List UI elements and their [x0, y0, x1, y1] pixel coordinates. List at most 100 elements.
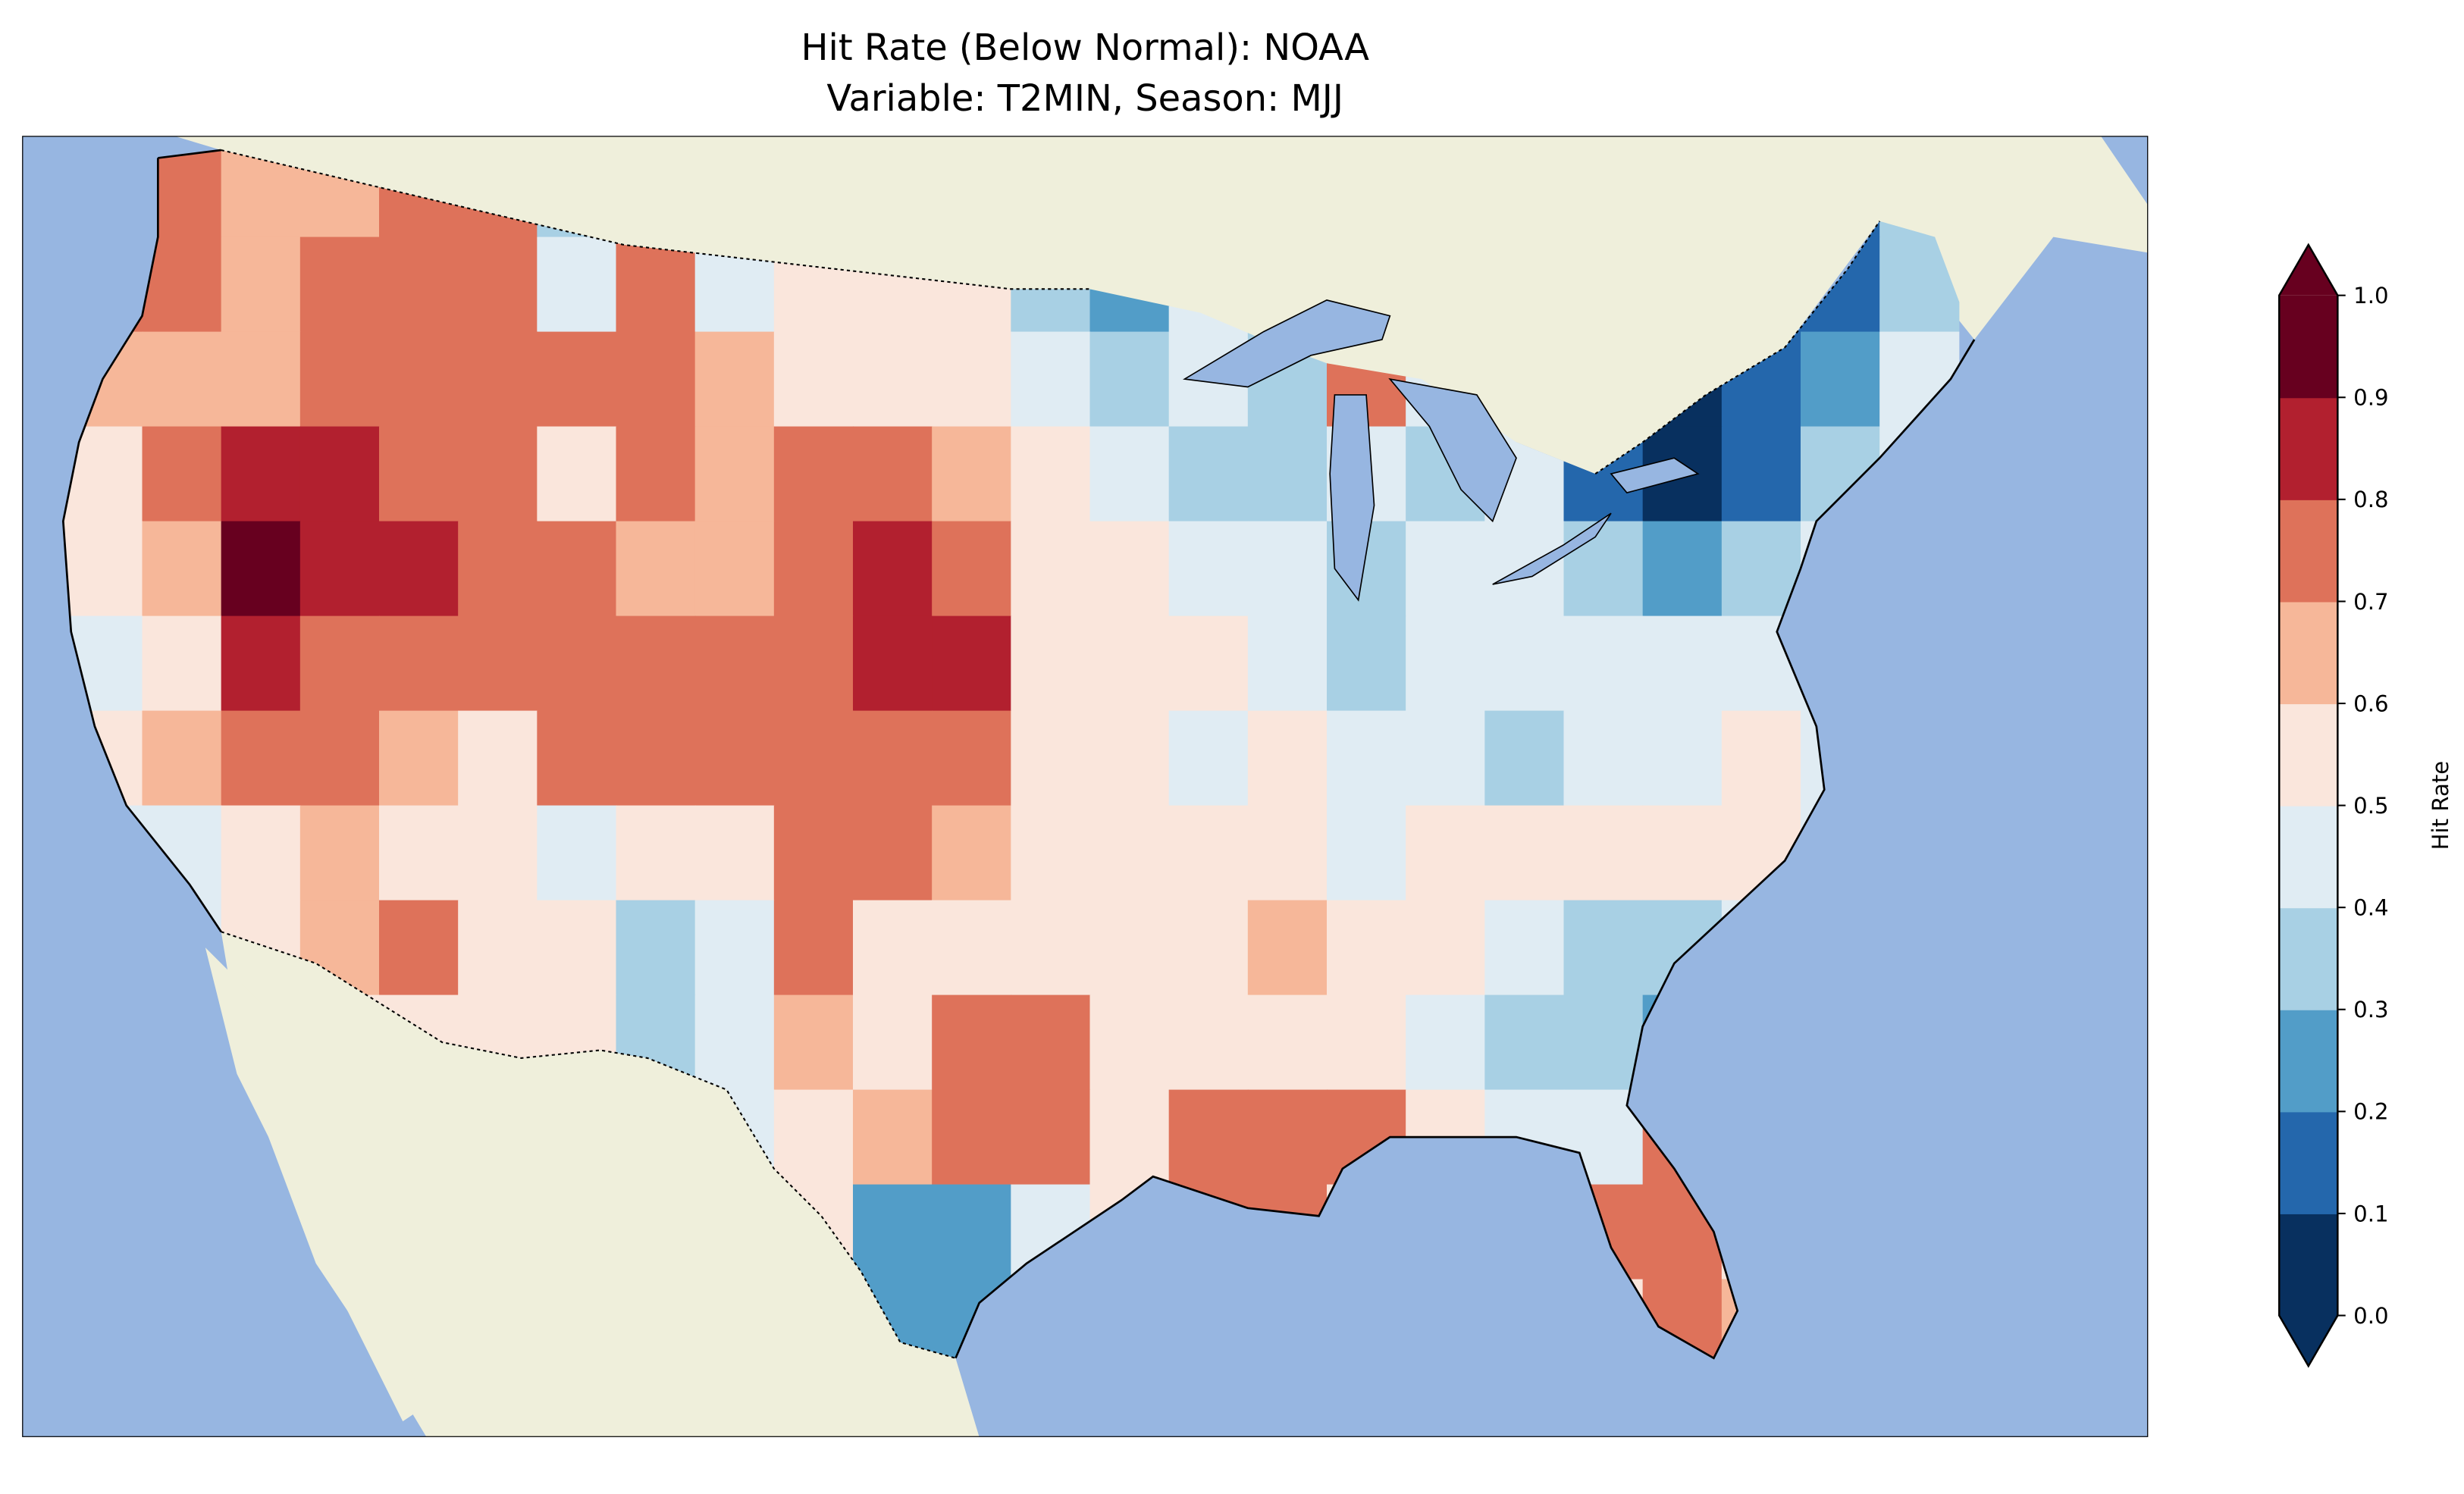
grid-cell [1406, 521, 1486, 617]
grid-cell [299, 236, 381, 333]
grid-cell [458, 331, 538, 428]
grid-cell [616, 521, 696, 617]
grid-cell [379, 521, 459, 617]
grid-cell [1327, 900, 1407, 996]
grid-cell [1168, 521, 1249, 617]
grid-cell [458, 615, 538, 712]
grid-cell [773, 521, 854, 617]
grid-cell [853, 710, 933, 807]
grid-cell [142, 521, 222, 617]
grid-cell [1563, 615, 1644, 712]
grid-cell [1089, 426, 1170, 522]
grid-cell [616, 426, 696, 522]
grid-cell [537, 710, 617, 807]
grid-cell [1089, 805, 1170, 901]
grid-cell [1642, 521, 1723, 617]
grid-cell [616, 805, 696, 901]
grid-cell [1484, 900, 1565, 996]
grid-cell [1563, 994, 1644, 1091]
grid-cell [1089, 1089, 1170, 1185]
grid-cell [616, 710, 696, 807]
lake-erie [1492, 512, 1612, 585]
grid-cell [773, 331, 854, 428]
grid-cell [1327, 710, 1407, 807]
grid-cell [1484, 805, 1565, 901]
grid-cell [853, 426, 933, 522]
grid-cell [221, 710, 301, 807]
grid-cell [773, 900, 854, 996]
colorbar-bin [2279, 805, 2338, 909]
grid-cell [853, 331, 933, 428]
colorbar-tick-label: 0.5 [2353, 793, 2388, 819]
grid-cell [1406, 710, 1486, 807]
grid-cell [1247, 521, 1328, 617]
border-mexico [221, 931, 956, 1359]
grid-cell [616, 331, 696, 428]
grid-cell [221, 236, 301, 333]
grid-cell [142, 615, 222, 712]
grid-cell [853, 615, 933, 712]
grid-cell [853, 805, 933, 901]
grid-cell [1247, 900, 1328, 996]
grid-cell [1801, 331, 1881, 428]
grid-cell [537, 615, 617, 712]
grid-cell [1721, 710, 1802, 807]
grid-cell [299, 331, 381, 428]
grid-cell [1168, 426, 1249, 522]
grid-cell [537, 805, 617, 901]
map-area [22, 136, 2149, 1437]
grid-cell [853, 521, 933, 617]
grid-cell [458, 805, 538, 901]
grid-cell [221, 521, 301, 617]
grid-cell [1563, 521, 1644, 617]
grid-cell [299, 615, 381, 712]
colorbar-label: Hit Rate [2428, 761, 2453, 850]
grid-cell [63, 521, 143, 617]
grid-cell [1168, 805, 1249, 901]
grid-cell [694, 900, 775, 996]
grid-cell [1484, 710, 1565, 807]
grid-cell [221, 615, 301, 712]
grid-cell [932, 710, 1012, 807]
grid-cell [1168, 710, 1249, 807]
colorbar-bin [2279, 907, 2338, 1010]
grid-cell [1168, 900, 1249, 996]
grid-cell [379, 710, 459, 807]
grid-cell [773, 710, 854, 807]
grid-cell [932, 900, 1012, 996]
grid-cell [932, 1184, 1012, 1280]
grid-cell [1642, 615, 1723, 712]
grid-cell [299, 521, 381, 617]
baja-peninsula [205, 947, 427, 1422]
chart-subtitle: Variable: T2MIN, Season: MJJ [826, 78, 1343, 120]
grid-cell [142, 331, 222, 428]
grid-cell [773, 1089, 854, 1185]
grid-cell [853, 1089, 933, 1185]
grid-cell [853, 994, 933, 1091]
grid-cell [932, 994, 1012, 1091]
grid-cell [1011, 426, 1091, 522]
grid-cell [1247, 426, 1328, 522]
grid-cell [773, 426, 854, 522]
grid-cell [1406, 805, 1486, 901]
grid-cell [458, 521, 538, 617]
grid-cell [1168, 615, 1249, 712]
grid-cell [694, 615, 775, 712]
grid-cell [379, 900, 459, 996]
grid-cell [773, 615, 854, 712]
grid-cell [616, 615, 696, 712]
grid-cell [1089, 521, 1170, 617]
grid-cell [458, 236, 538, 333]
mexico-land [221, 932, 980, 1437]
grid-cell [1247, 615, 1328, 712]
colorbar-bin [2279, 601, 2338, 705]
grid-cell [694, 994, 775, 1091]
grid-cell [1563, 710, 1644, 807]
grid-cell [537, 900, 617, 996]
grid-cell [1642, 710, 1723, 807]
grid-cell [1011, 710, 1091, 807]
grid-cell [1089, 615, 1170, 712]
grid-cell [1011, 615, 1091, 712]
chart-title: Hit Rate (Below Normal): NOAA [801, 27, 1370, 69]
